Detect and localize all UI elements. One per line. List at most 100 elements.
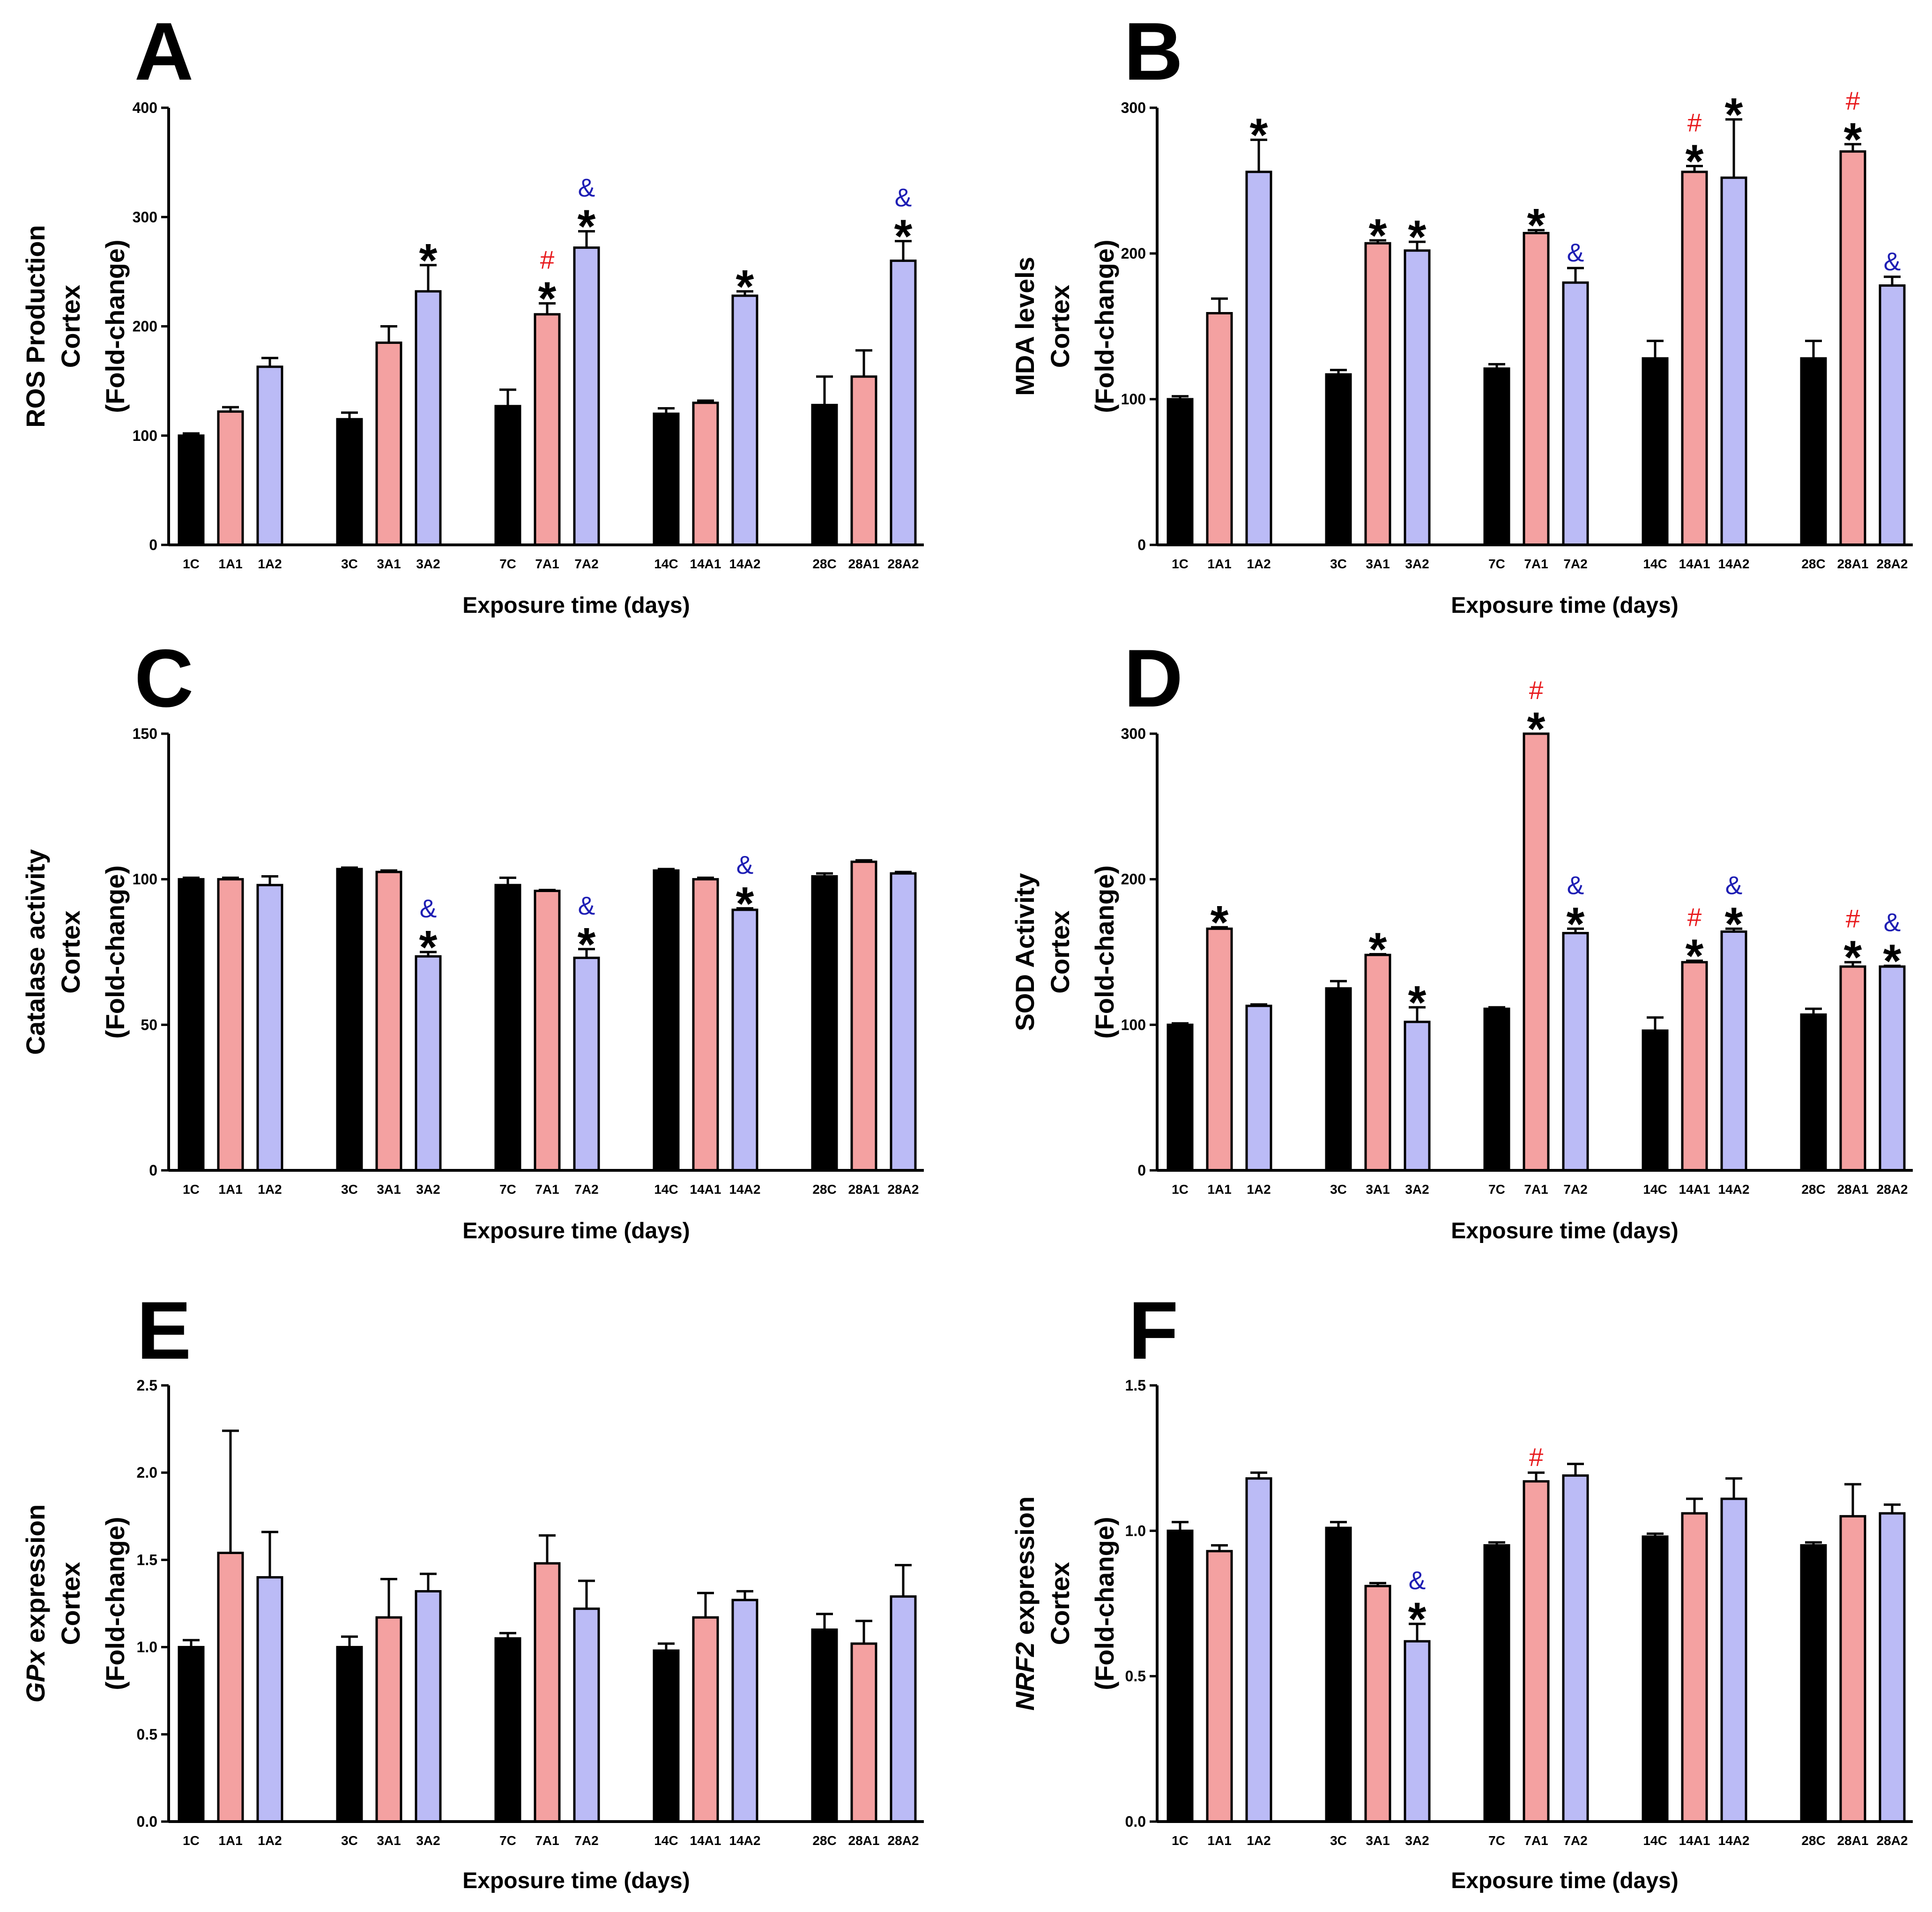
significance-star: * xyxy=(1725,898,1743,950)
y-axis-label: (Fold-change) xyxy=(1090,1517,1119,1690)
y-tick-label: 300 xyxy=(1121,725,1146,742)
x-tick-label: 14A2 xyxy=(1718,1182,1750,1197)
y-tick-label: 400 xyxy=(133,99,157,116)
bar-14A1 xyxy=(692,1616,719,1823)
y-axis-label: (Fold-change) xyxy=(1090,865,1119,1039)
bar-1C xyxy=(1167,398,1194,546)
bar-28A2 xyxy=(1879,1512,1906,1823)
x-tick-label: 7A1 xyxy=(535,1182,559,1197)
chart-panel-b: B1C 1A1*1A2 3C*3A1*3A2 7C*7A1&7A2 14C*#14A1*… xyxy=(1010,6,1913,618)
x-tick-label: 3C xyxy=(1330,1182,1347,1197)
y-tick-label: 200 xyxy=(1121,871,1146,888)
y-tick-label: 50 xyxy=(141,1016,157,1033)
bar-14A2 xyxy=(731,294,758,546)
x-tick-label: 28A2 xyxy=(1877,1833,1908,1848)
bar-7A1 xyxy=(534,890,561,1172)
y-tick-label: 300 xyxy=(133,208,157,225)
x-tick-label: 28A1 xyxy=(848,1833,880,1848)
y-axis-label: NRF2 expression xyxy=(1010,1496,1040,1711)
bar-14C xyxy=(653,1649,680,1823)
x-tick-label: 1A1 xyxy=(1207,1833,1231,1848)
y-tick-label: 200 xyxy=(133,318,157,335)
bar-1A2 xyxy=(256,884,283,1172)
y-tick-label: 0.0 xyxy=(1125,1813,1146,1830)
significance-star: * xyxy=(1369,923,1387,976)
bar-7C xyxy=(1483,1007,1510,1172)
y-axis-label: Cortex xyxy=(1045,910,1075,993)
y-axis-label: (Fold-change) xyxy=(100,1517,130,1690)
y-tick-label: 1.5 xyxy=(137,1551,157,1568)
bar-1A1 xyxy=(1206,1550,1233,1823)
x-tick-label: 28C xyxy=(812,557,836,571)
significance-hash: # xyxy=(540,246,555,275)
bar-14A2 xyxy=(731,1599,758,1823)
x-tick-label: 7A1 xyxy=(535,557,559,571)
significance-hash: # xyxy=(1846,86,1860,115)
x-tick-label: 14A2 xyxy=(729,557,761,571)
bar-3C xyxy=(336,868,363,1172)
y-tick-label: 0 xyxy=(149,536,157,553)
x-tick-label: 1A2 xyxy=(1247,1182,1271,1197)
bar-1A2 xyxy=(1245,1004,1272,1172)
x-tick-label: 3A1 xyxy=(1366,557,1390,571)
x-tick-label: 28A1 xyxy=(1837,1833,1869,1848)
bar-1A1 xyxy=(1206,312,1233,546)
x-tick-label: 28A1 xyxy=(848,557,880,571)
x-tick-label: 1A1 xyxy=(218,1182,242,1197)
x-tick-label: 7A2 xyxy=(574,1833,598,1848)
bar-14C xyxy=(1642,357,1669,546)
bar-14C xyxy=(653,869,680,1172)
bar-14A2 xyxy=(731,908,758,1172)
y-tick-label: 100 xyxy=(133,871,157,888)
bar-28A1 xyxy=(1839,150,1866,546)
bar-28C xyxy=(811,1628,838,1823)
bar-28A1 xyxy=(850,375,877,546)
x-tick-label: 7A2 xyxy=(574,1182,598,1197)
bar-1A2 xyxy=(1245,171,1272,546)
x-axis-label: Exposure time (days) xyxy=(1451,1219,1678,1243)
bar-7A2 xyxy=(573,1607,600,1823)
x-tick-label: 14A2 xyxy=(1718,557,1750,571)
y-tick-label: 150 xyxy=(133,725,157,742)
significance-ampersand: & xyxy=(736,850,754,879)
x-tick-label: 3A1 xyxy=(1366,1182,1390,1197)
y-axis-label: (Fold-change) xyxy=(100,865,130,1039)
x-tick-label: 1C xyxy=(1172,557,1189,571)
x-axis-label: Exposure time (days) xyxy=(462,1868,690,1893)
bar-14A1 xyxy=(692,402,719,546)
chart-panel-e: E 1C 1A1 1A2 3C 3A1 3A2 7C 7A1 7A2 14C 14A1 14A2 28C 2… xyxy=(21,1285,924,1893)
x-tick-label: 7A1 xyxy=(535,1833,559,1848)
x-tick-label: 1A1 xyxy=(218,1833,242,1848)
y-axis-label: Cortex xyxy=(56,910,85,993)
bar-3A2 xyxy=(415,955,442,1172)
y-tick-label: 1.0 xyxy=(1125,1522,1146,1539)
bar-28A2 xyxy=(890,1595,917,1823)
x-tick-label: 28C xyxy=(1801,1182,1825,1197)
bar-3A1 xyxy=(1364,242,1391,546)
x-tick-label: 3A2 xyxy=(1405,1182,1429,1197)
x-tick-label: 1A1 xyxy=(1207,1182,1231,1197)
significance-ampersand: & xyxy=(895,183,912,212)
bar-3A2 xyxy=(415,1590,442,1823)
significance-star: * xyxy=(419,234,438,287)
x-tick-label: 28A2 xyxy=(888,1833,919,1848)
bar-28C xyxy=(1800,357,1827,546)
bar-3A1 xyxy=(1364,953,1391,1172)
bar-1C xyxy=(178,878,205,1172)
significance-ampersand: & xyxy=(1567,238,1584,267)
significance-hash: # xyxy=(1529,676,1544,705)
bar-28A1 xyxy=(850,1642,877,1823)
significance-ampersand: & xyxy=(578,173,595,202)
significance-star: * xyxy=(1527,199,1546,252)
x-tick-label: 3C xyxy=(341,1833,358,1848)
x-tick-label: 14C xyxy=(1643,557,1667,571)
bar-14A2 xyxy=(1720,1497,1747,1823)
significance-star: * xyxy=(1250,109,1268,161)
bar-1A1 xyxy=(217,410,244,546)
y-tick-label: 100 xyxy=(1121,1016,1146,1033)
x-tick-label: 1A2 xyxy=(258,1833,282,1848)
x-tick-label: 28A2 xyxy=(888,557,919,571)
y-tick-label: 0.5 xyxy=(1125,1668,1146,1685)
significance-ampersand: & xyxy=(420,894,437,923)
x-tick-label: 28A2 xyxy=(1877,557,1908,571)
